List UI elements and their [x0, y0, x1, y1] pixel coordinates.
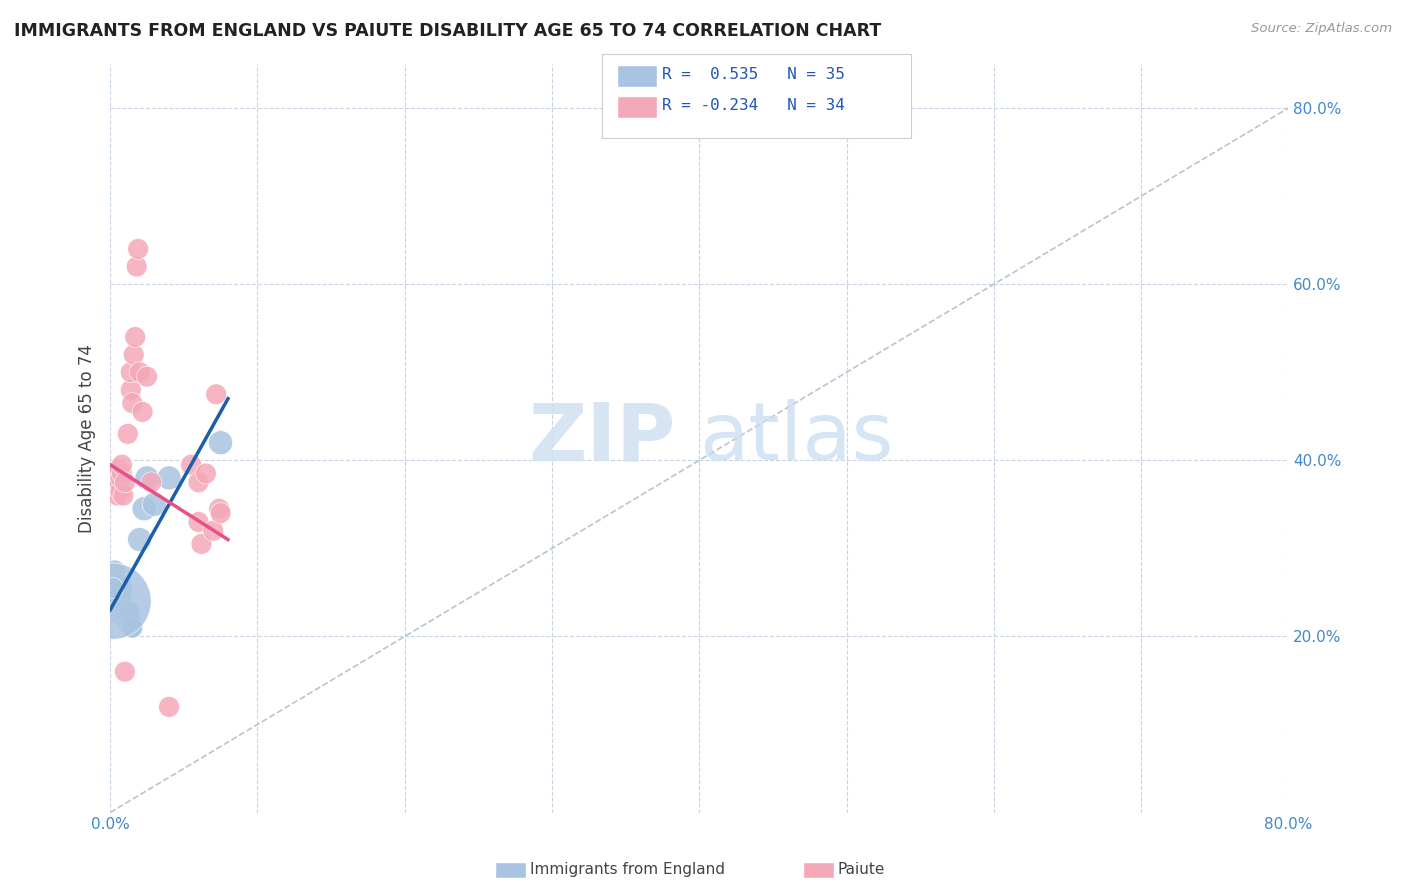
Point — [101, 594, 124, 608]
Point — [111, 594, 134, 608]
Point — [114, 603, 136, 617]
Point — [114, 665, 136, 679]
Point — [107, 475, 129, 490]
Point — [127, 242, 149, 256]
Point — [117, 610, 139, 624]
Point — [105, 603, 128, 617]
Point — [108, 576, 131, 591]
Point — [209, 435, 232, 450]
Point — [141, 475, 163, 490]
Point — [105, 581, 128, 595]
Point — [131, 405, 153, 419]
Point — [108, 594, 131, 608]
Point — [122, 348, 145, 362]
Text: R = -0.234   N = 34: R = -0.234 N = 34 — [662, 98, 845, 112]
Point — [194, 467, 217, 481]
Point — [125, 260, 148, 274]
Text: Paiute: Paiute — [838, 863, 886, 877]
Point — [108, 462, 131, 476]
Point — [114, 475, 136, 490]
Point — [101, 581, 124, 595]
Point — [202, 524, 225, 538]
Point — [120, 383, 142, 397]
Point — [120, 616, 142, 631]
Point — [107, 576, 129, 591]
Point — [187, 475, 209, 490]
Point — [110, 585, 132, 599]
Point — [107, 599, 129, 613]
Text: R =  0.535   N = 35: R = 0.535 N = 35 — [662, 67, 845, 81]
Point — [190, 537, 212, 551]
Point — [112, 607, 135, 622]
Point — [143, 497, 166, 511]
Point — [132, 501, 155, 516]
Point — [111, 605, 134, 619]
Point — [107, 590, 129, 604]
Point — [105, 467, 128, 481]
Point — [180, 458, 202, 472]
Point — [103, 563, 125, 577]
Point — [108, 475, 131, 490]
Point — [128, 365, 150, 379]
Point — [120, 365, 142, 379]
Point — [110, 471, 132, 485]
Point — [107, 489, 129, 503]
Point — [157, 471, 180, 485]
Point — [110, 599, 132, 613]
Y-axis label: Disability Age 65 to 74: Disability Age 65 to 74 — [79, 343, 96, 533]
Point — [121, 621, 143, 635]
Point — [115, 607, 138, 622]
Point — [121, 621, 143, 635]
Point — [118, 616, 141, 631]
Point — [111, 467, 134, 481]
Point — [209, 506, 232, 520]
Point — [121, 396, 143, 410]
Text: atlas: atlas — [699, 400, 894, 477]
Point — [124, 330, 146, 344]
Point — [115, 614, 138, 628]
Point — [114, 612, 136, 626]
Point — [111, 458, 134, 472]
Point — [187, 515, 209, 529]
Point — [117, 426, 139, 441]
Point — [208, 501, 231, 516]
Text: IMMIGRANTS FROM ENGLAND VS PAIUTE DISABILITY AGE 65 TO 74 CORRELATION CHART: IMMIGRANTS FROM ENGLAND VS PAIUTE DISABI… — [14, 22, 882, 40]
Point — [112, 489, 135, 503]
Point — [110, 607, 132, 622]
Point — [128, 533, 150, 547]
Point — [110, 484, 132, 499]
Point — [205, 387, 228, 401]
Text: ZIP: ZIP — [529, 400, 676, 477]
Point — [136, 471, 159, 485]
Text: Source: ZipAtlas.com: Source: ZipAtlas.com — [1251, 22, 1392, 36]
Point — [136, 369, 159, 384]
Point — [111, 581, 134, 595]
Point — [112, 603, 135, 617]
Point — [108, 585, 131, 599]
Point — [117, 616, 139, 631]
Point — [157, 699, 180, 714]
Text: Immigrants from England: Immigrants from England — [530, 863, 725, 877]
Point — [118, 605, 141, 619]
